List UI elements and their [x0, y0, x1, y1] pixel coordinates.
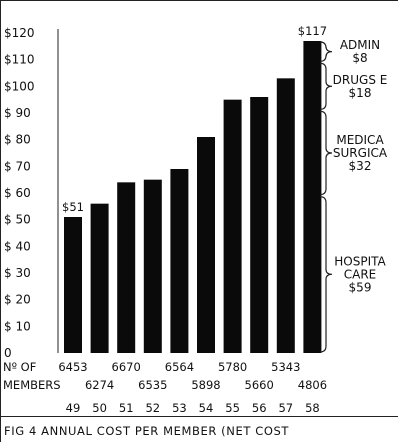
bar — [90, 203, 109, 353]
y-tick-label: $120 — [4, 26, 35, 40]
x-tick-label: 57 — [278, 401, 293, 415]
y-tick-label: $ 70 — [4, 159, 31, 173]
cost-breakdown-label: $32 — [349, 159, 372, 173]
cost-breakdown-label: $8 — [352, 51, 367, 65]
bar — [303, 41, 322, 353]
data-label: $51 — [62, 200, 84, 214]
member-count: 6535 — [138, 378, 167, 392]
cost-brace — [319, 110, 333, 196]
member-count: 5780 — [218, 360, 247, 374]
cost-breakdown-label: CARE — [344, 267, 377, 281]
data-label: $117 — [298, 24, 327, 38]
cost-breakdown-label: $18 — [349, 86, 372, 100]
y-tick-label: $ 60 — [4, 186, 31, 200]
x-tick-label: 55 — [225, 401, 240, 415]
cost-breakdown-label: HOSPITA — [334, 254, 386, 268]
bar — [250, 97, 269, 353]
member-count: 6453 — [58, 360, 87, 374]
x-tick-label: 52 — [145, 401, 160, 415]
bar — [223, 99, 242, 354]
x-tick-label: 53 — [172, 401, 187, 415]
chart-top-border — [0, 0, 398, 1]
figure-caption: FIG 4 ANNUAL COST PER MEMBER (NET COST — [4, 424, 290, 438]
member-count: 5898 — [191, 378, 220, 392]
y-tick-label: $ 80 — [4, 133, 31, 147]
cost-breakdown-label: $59 — [349, 280, 372, 294]
x-tick-label: 56 — [252, 401, 267, 415]
bar — [117, 182, 136, 353]
member-count: 5343 — [271, 360, 300, 374]
cost-brace — [319, 41, 333, 62]
bar — [143, 179, 162, 353]
y-tick-label: $ 40 — [4, 239, 31, 253]
members-label: MEMBERS — [3, 378, 61, 392]
x-tick-label: 50 — [92, 401, 107, 415]
y-tick-label: $110 — [4, 53, 35, 67]
member-count: 5660 — [245, 378, 274, 392]
x-tick-label: 54 — [199, 401, 214, 415]
bar — [170, 169, 189, 353]
members-label: Nº OF — [3, 360, 36, 374]
y-tick-label: 0 — [4, 346, 12, 360]
member-count: 6564 — [165, 360, 194, 374]
member-count: 6274 — [85, 378, 114, 392]
cost-brace — [319, 196, 333, 353]
y-tick-label: $ 90 — [4, 106, 31, 120]
cost-breakdown-label: DRUGS E — [333, 73, 388, 87]
cost-breakdown-label: MEDICA — [336, 133, 384, 147]
chart-left-border — [0, 0, 1, 442]
y-tick-label: $ 50 — [4, 213, 31, 227]
y-tick-label: $ 20 — [4, 293, 31, 307]
bar — [197, 137, 215, 353]
y-tick-label: $ 30 — [4, 266, 31, 280]
caption-divider — [0, 416, 398, 417]
y-tick-label: $ 10 — [4, 319, 31, 333]
x-tick-label: 51 — [119, 401, 134, 415]
cost-brace — [319, 62, 333, 110]
member-count: 6670 — [112, 360, 141, 374]
y-tick-label: $100 — [4, 79, 35, 93]
bar — [64, 217, 82, 353]
cost-breakdown-label: SURGICA — [333, 146, 388, 160]
x-tick-label: 49 — [66, 401, 81, 415]
x-tick-label: 58 — [305, 401, 320, 415]
cost-breakdown-label: ADMIN — [340, 38, 380, 52]
member-count: 4806 — [298, 378, 327, 392]
bar — [276, 78, 295, 353]
